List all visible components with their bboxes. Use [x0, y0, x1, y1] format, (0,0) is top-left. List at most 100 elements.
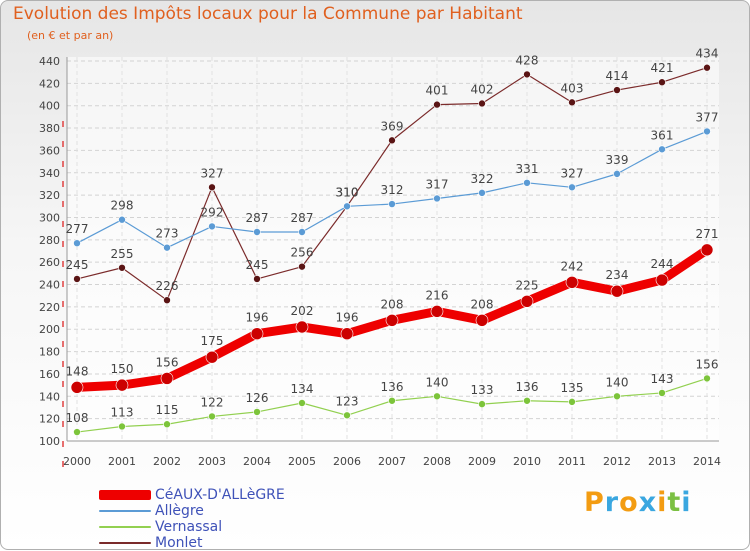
data-point [658, 389, 666, 397]
logo-letter: i [681, 487, 692, 518]
legend-swatch [99, 526, 151, 528]
x-tick-label: 2007 [378, 455, 406, 468]
data-label: 208 [381, 297, 404, 311]
chart-subtitle: (en € et par an) [27, 29, 114, 42]
y-tick-label: 440 [39, 55, 60, 68]
legend-label: CéAUX-D'ALLèGRE [155, 487, 285, 503]
data-point [298, 399, 306, 407]
y-tick-label: 340 [39, 167, 60, 180]
data-point [658, 145, 666, 154]
data-point [73, 275, 81, 283]
data-label: 401 [426, 84, 449, 98]
x-tick-label: 2010 [513, 455, 541, 468]
data-label: 135 [561, 381, 584, 395]
data-label: 421 [651, 61, 674, 75]
data-label: 310 [336, 185, 359, 199]
data-point [250, 327, 264, 341]
data-point [613, 392, 621, 401]
x-tick-label: 2000 [63, 455, 91, 468]
x-tick-label: 2012 [603, 455, 631, 468]
data-label: 115 [156, 403, 179, 417]
data-point [478, 400, 486, 408]
x-tick-label: 2005 [288, 455, 316, 468]
data-point [523, 396, 531, 405]
data-point [700, 243, 714, 257]
x-tick-label: 2011 [558, 455, 586, 468]
data-label: 196 [336, 311, 359, 325]
data-label: 402 [471, 82, 494, 96]
data-point [208, 412, 216, 421]
y-tick-label: 200 [39, 323, 60, 336]
x-tick-label: 2001 [108, 455, 136, 468]
data-label: 226 [156, 279, 179, 293]
data-label: 428 [516, 53, 539, 67]
series-0 [70, 243, 714, 394]
data-point [295, 320, 309, 334]
y-tick-label: 260 [39, 256, 60, 269]
data-label: 208 [471, 297, 494, 311]
data-label: 377 [696, 110, 719, 124]
y-tick-label: 400 [39, 100, 60, 113]
data-point [343, 411, 351, 420]
data-point [478, 99, 486, 108]
data-point [568, 98, 576, 107]
data-point [433, 194, 441, 203]
y-tick-label: 380 [39, 122, 60, 135]
y-tick-label: 160 [39, 368, 60, 381]
data-point [433, 100, 441, 109]
legend-label: Allègre [155, 503, 204, 519]
data-label: 322 [471, 172, 494, 186]
data-label: 369 [381, 119, 404, 133]
legend-swatch [99, 542, 151, 544]
data-point [388, 136, 396, 145]
data-point [520, 294, 534, 308]
y-tick-label: 300 [39, 211, 60, 224]
data-label: 136 [516, 380, 539, 394]
y-tick-label: 280 [39, 234, 60, 247]
data-point [388, 200, 396, 208]
data-label: 327 [201, 166, 224, 180]
data-point [298, 262, 306, 271]
data-point [568, 183, 576, 192]
logo-letter: o [619, 487, 639, 518]
data-label: 244 [651, 257, 674, 271]
data-point [208, 183, 216, 192]
x-tick-label: 2004 [243, 455, 271, 468]
x-tick-label: 2013 [648, 455, 676, 468]
data-label: 287 [246, 211, 269, 225]
series-3 [73, 63, 711, 304]
data-point [163, 243, 171, 252]
data-label: 133 [471, 383, 494, 397]
data-label: 156 [696, 357, 719, 371]
data-label: 113 [111, 405, 134, 419]
data-point [163, 296, 171, 304]
data-point [253, 228, 261, 236]
data-label: 136 [381, 380, 404, 394]
data-point [523, 70, 531, 79]
data-label: 277 [66, 222, 89, 236]
data-label: 126 [246, 391, 269, 405]
data-point [610, 284, 624, 298]
data-label: 140 [606, 375, 629, 389]
data-point [163, 420, 171, 429]
data-label: 287 [291, 211, 314, 225]
data-point [343, 202, 351, 211]
data-label: 134 [291, 382, 314, 396]
data-label: 414 [606, 69, 629, 83]
x-tick-label: 2002 [153, 455, 181, 468]
data-point [70, 381, 84, 394]
data-label: 403 [561, 81, 584, 95]
x-tick-label: 2006 [333, 455, 361, 468]
data-label: 123 [336, 394, 359, 408]
y-tick-label: 220 [39, 301, 60, 314]
data-point [568, 398, 576, 406]
data-label: 317 [426, 177, 449, 191]
data-label: 273 [156, 227, 179, 241]
data-point [703, 63, 711, 72]
data-label: 245 [246, 258, 269, 272]
data-point [703, 127, 711, 136]
x-tick-label: 2008 [423, 455, 451, 468]
y-tick-label: 140 [39, 390, 60, 403]
data-label: 234 [606, 268, 629, 282]
